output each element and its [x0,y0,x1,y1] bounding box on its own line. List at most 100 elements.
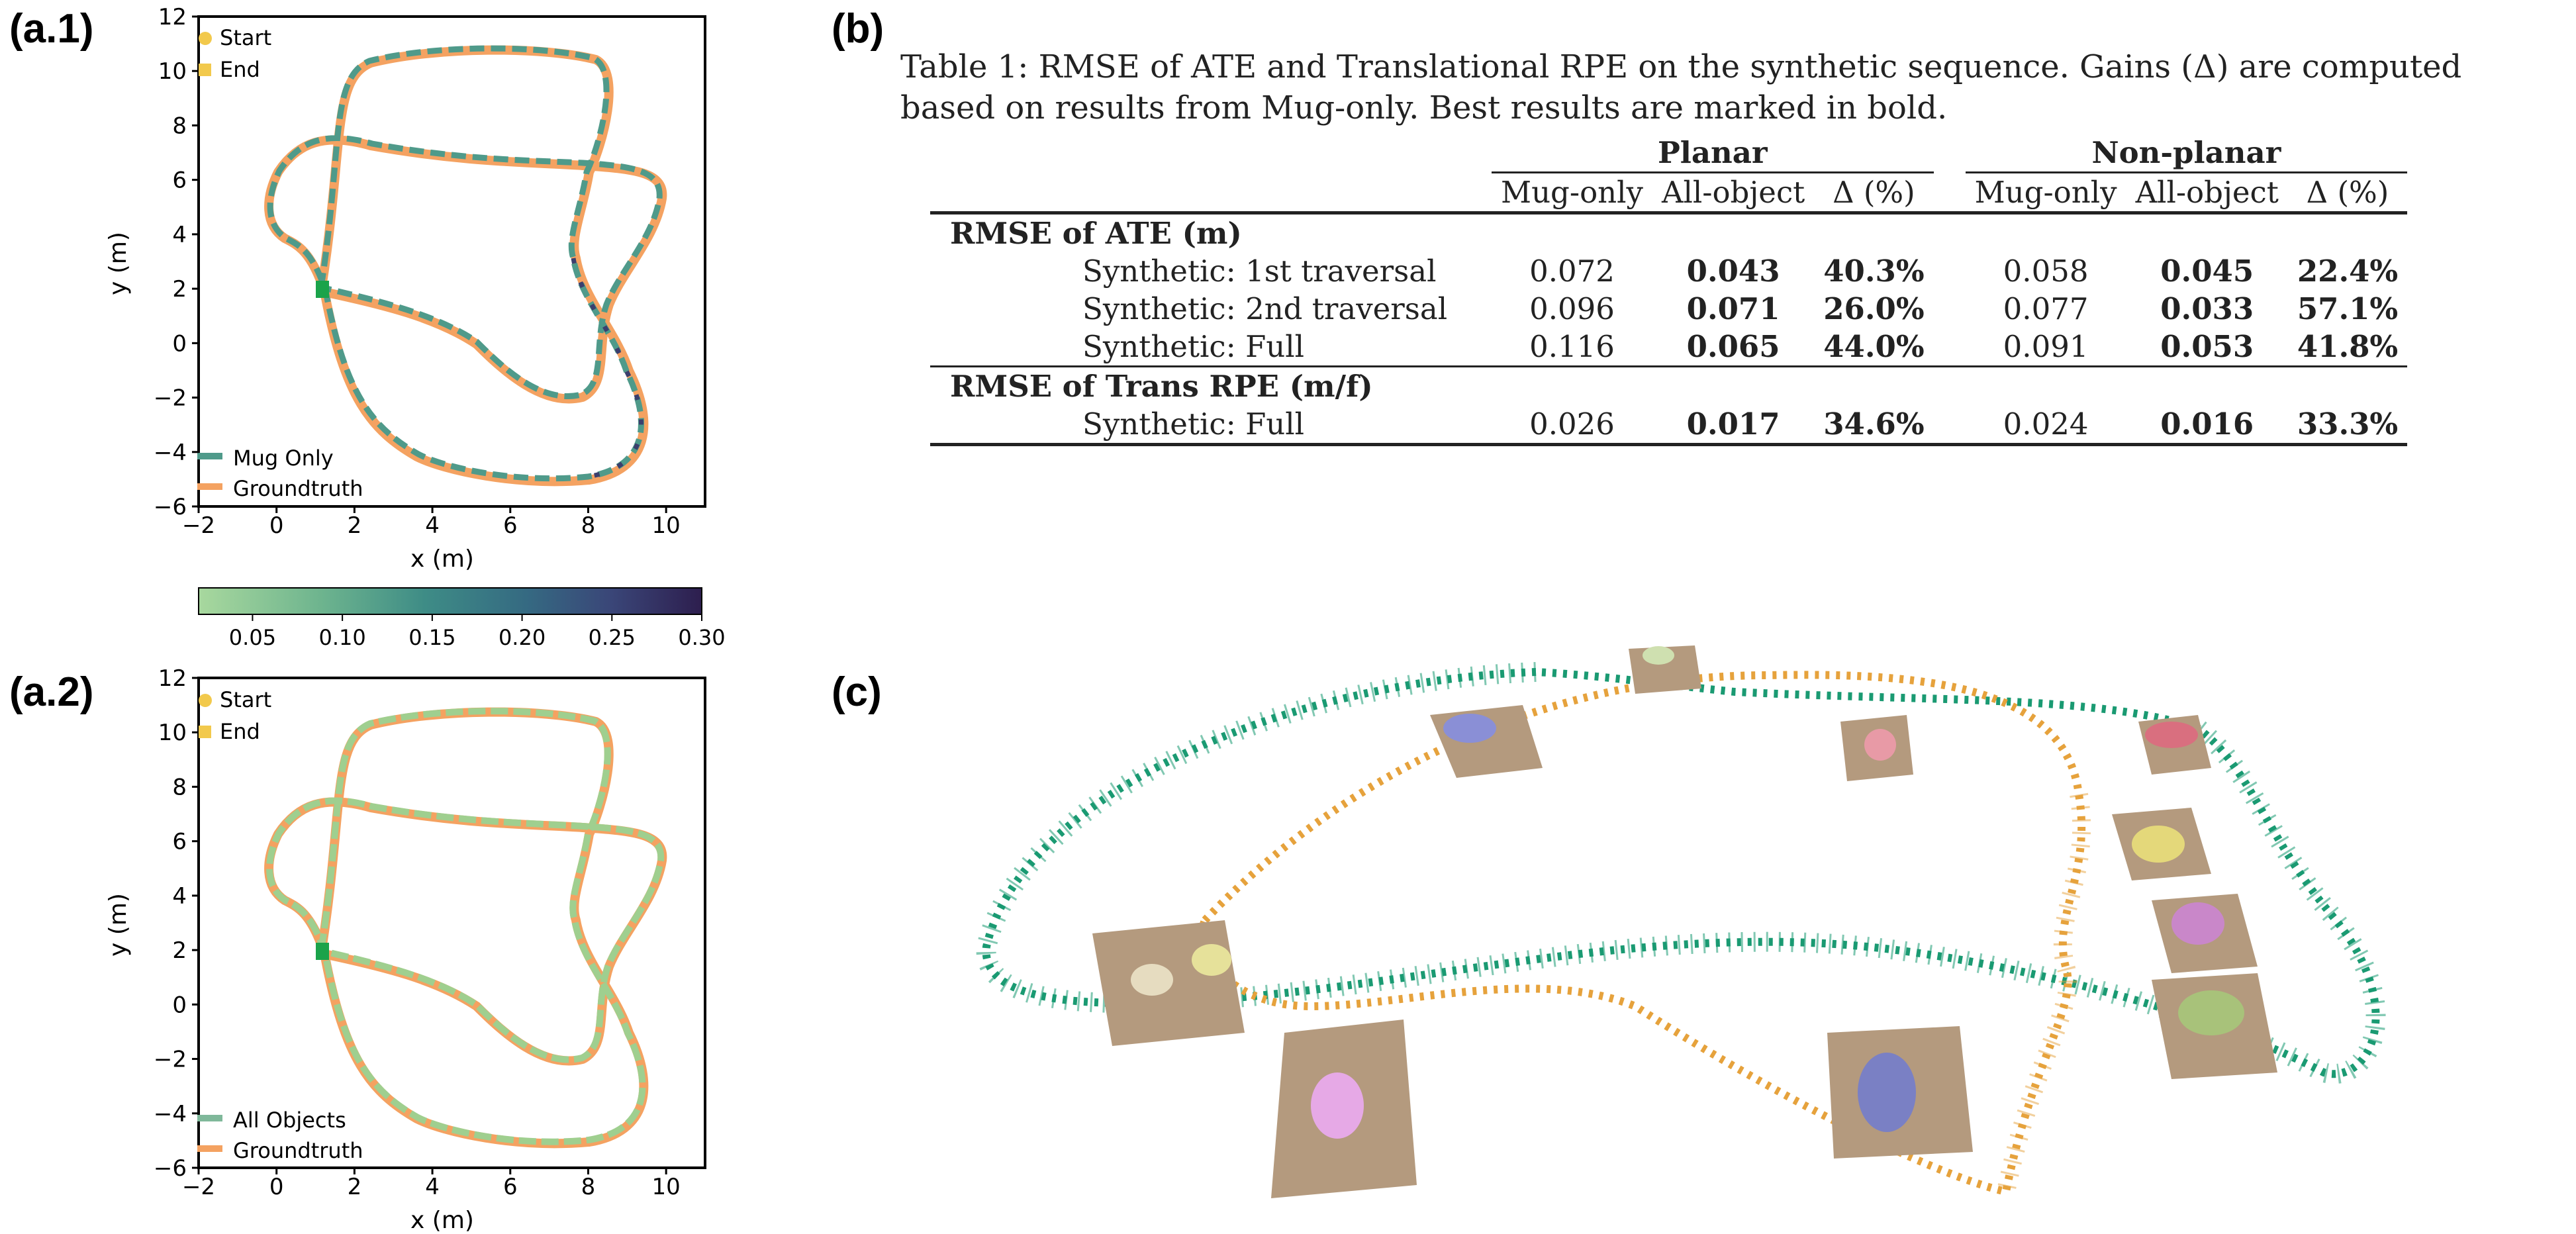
table-body: RMSE of ATE (m) Synthetic: 1st traversal… [930,213,2408,445]
y-tick-label: 10 [158,58,187,85]
table-cell: 0.016 [2160,406,2254,442]
x-tick-label: 4 [425,512,440,539]
y-tick-label: 12 [158,665,187,692]
y-tick-label: 4 [172,222,187,248]
column-header: All-object [1661,175,1805,210]
table-objects [1092,645,2277,1198]
y-axis-ticks: 12 10 8 6 4 2 0 −2 −4 −6 [154,665,199,1182]
table-cell: 0.053 [2160,329,2254,364]
table-cell: 34.6% [1823,406,1925,442]
y-tick-label: 10 [158,720,187,746]
table-cell: 0.017 [1686,406,1780,442]
colorbar-tick-label: 0.10 [319,625,366,650]
table-cell: 22.4% [2297,254,2399,289]
y-tick-label: −4 [154,440,187,466]
scene-objects [1131,646,2244,1139]
y-tick-label: 2 [172,937,187,964]
legend-groundtruth: Groundtruth [233,1138,363,1163]
table-cell: 0.071 [1686,291,1780,326]
y-tick-label: 12 [158,4,187,30]
table-cell: 0.033 [2160,291,2254,326]
column-header: Δ (%) [2306,175,2389,210]
x-tick-label: 10 [652,512,681,539]
y-tick-label: −4 [154,1101,187,1127]
camera-trajectory-inner [1198,671,2085,1197]
table-cell: 0.026 [1529,406,1615,442]
legend-groundtruth: Groundtruth [233,476,363,501]
table-row: Synthetic: 1st traversal 0.072 0.043 40.… [930,252,2407,290]
results-table-panel: Table 1: RMSE of ATE and Translational R… [900,46,2555,445]
colorbar-tick-label: 0.25 [589,625,636,650]
y-tick-label: −6 [154,1155,187,1182]
table-row: Synthetic: Full 0.116 0.065 44.0% 0.091 … [930,328,2407,367]
table-cell: 0.024 [2003,406,2089,442]
panel-label-b: (b) [832,6,884,52]
table-cell: 26.0% [1823,291,1925,326]
group-header-nonplanar: Non-planar [1965,134,2408,173]
y-tick-label: 0 [172,992,187,1018]
row-label: Synthetic: 1st traversal [1082,254,1437,289]
table-cell: 0.116 [1529,329,1615,364]
table-cell: 41.8% [2297,329,2399,364]
row-label: Synthetic: Full [1082,329,1305,364]
y-tick-label: 2 [172,276,187,303]
scene-reconstruction-figure [976,645,2386,1198]
x-tick-label: 0 [269,1174,284,1200]
legend-end: End [220,57,260,82]
table-cell: 0.072 [1529,254,1615,289]
x-tick-label: −2 [182,512,215,539]
table-cell: 0.045 [2160,254,2254,289]
column-header: All-object [2135,175,2279,210]
plot-area [197,677,706,1169]
start-marker [316,943,329,960]
x-tick-label: 6 [503,1174,518,1200]
camera-trajectory-outer [982,668,2380,1078]
y-tick-label: 6 [172,829,187,855]
colorbar-tick-label: 0.30 [678,625,725,650]
row-label: Synthetic: Full [1082,406,1305,442]
legend-lines: All Objects Groundtruth [197,1108,363,1163]
legend-lines: Mug Only Groundtruth [197,446,363,501]
x-axis-ticks: −2 0 2 4 6 8 10 [182,1168,681,1200]
x-axis-ticks: −2 0 2 4 6 8 10 [182,506,681,539]
table-cell: 57.1% [2297,291,2399,326]
y-tick-label: −2 [154,1047,187,1073]
column-header: Δ (%) [1833,175,1915,210]
y-tick-label: 6 [172,167,187,194]
panel-label-a2: (a.2) [9,669,94,715]
all-objects-trajectory [266,708,665,1145]
mug-only-trajectory [267,45,663,482]
x-tick-label: 6 [503,512,518,539]
y-axis-ticks: 12 10 8 6 4 2 0 −2 −4 −6 [154,4,199,520]
group-header-planar: Planar [1492,134,1934,173]
y-tick-label: 4 [172,883,187,910]
x-tick-label: 10 [652,1174,681,1200]
x-tick-label: 8 [581,512,596,539]
legend-end: End [220,719,260,744]
x-tick-label: 0 [269,512,284,539]
y-tick-label: 8 [172,113,187,139]
legend-markers: Start End [199,687,271,744]
x-tick-label: 8 [581,1174,596,1200]
start-marker [316,281,329,298]
y-tick-label: −6 [154,494,187,520]
table-cell: 0.065 [1686,329,1780,364]
plot-area [197,15,706,508]
legend-estimate: All Objects [233,1108,346,1133]
x-tick-label: 2 [348,512,362,539]
y-axis-label: y (m) [105,232,132,295]
table-cell: 33.3% [2297,406,2399,442]
section-title: RMSE of ATE (m) [950,216,1242,251]
table-row: Synthetic: Full 0.026 0.017 34.6% 0.024 … [930,405,2408,445]
table-cell: 0.077 [2003,291,2089,326]
legend-markers: Start End [199,25,271,82]
row-label: Synthetic: 2nd traversal [1082,291,1448,326]
x-axis-label: x (m) [410,546,474,573]
table-cell: 44.0% [1823,329,1925,364]
y-axis-label: y (m) [105,893,132,957]
legend-start: Start [220,687,271,712]
table-cell: 40.3% [1823,254,1925,289]
table-caption: Table 1: RMSE of ATE and Translational R… [900,48,2462,126]
panel-label-a1: (a.1) [9,6,94,52]
trajectory-plot-mug-only: Start End Mug Only Groundtruth −2 0 2 4 6 8 10… [105,4,706,573]
